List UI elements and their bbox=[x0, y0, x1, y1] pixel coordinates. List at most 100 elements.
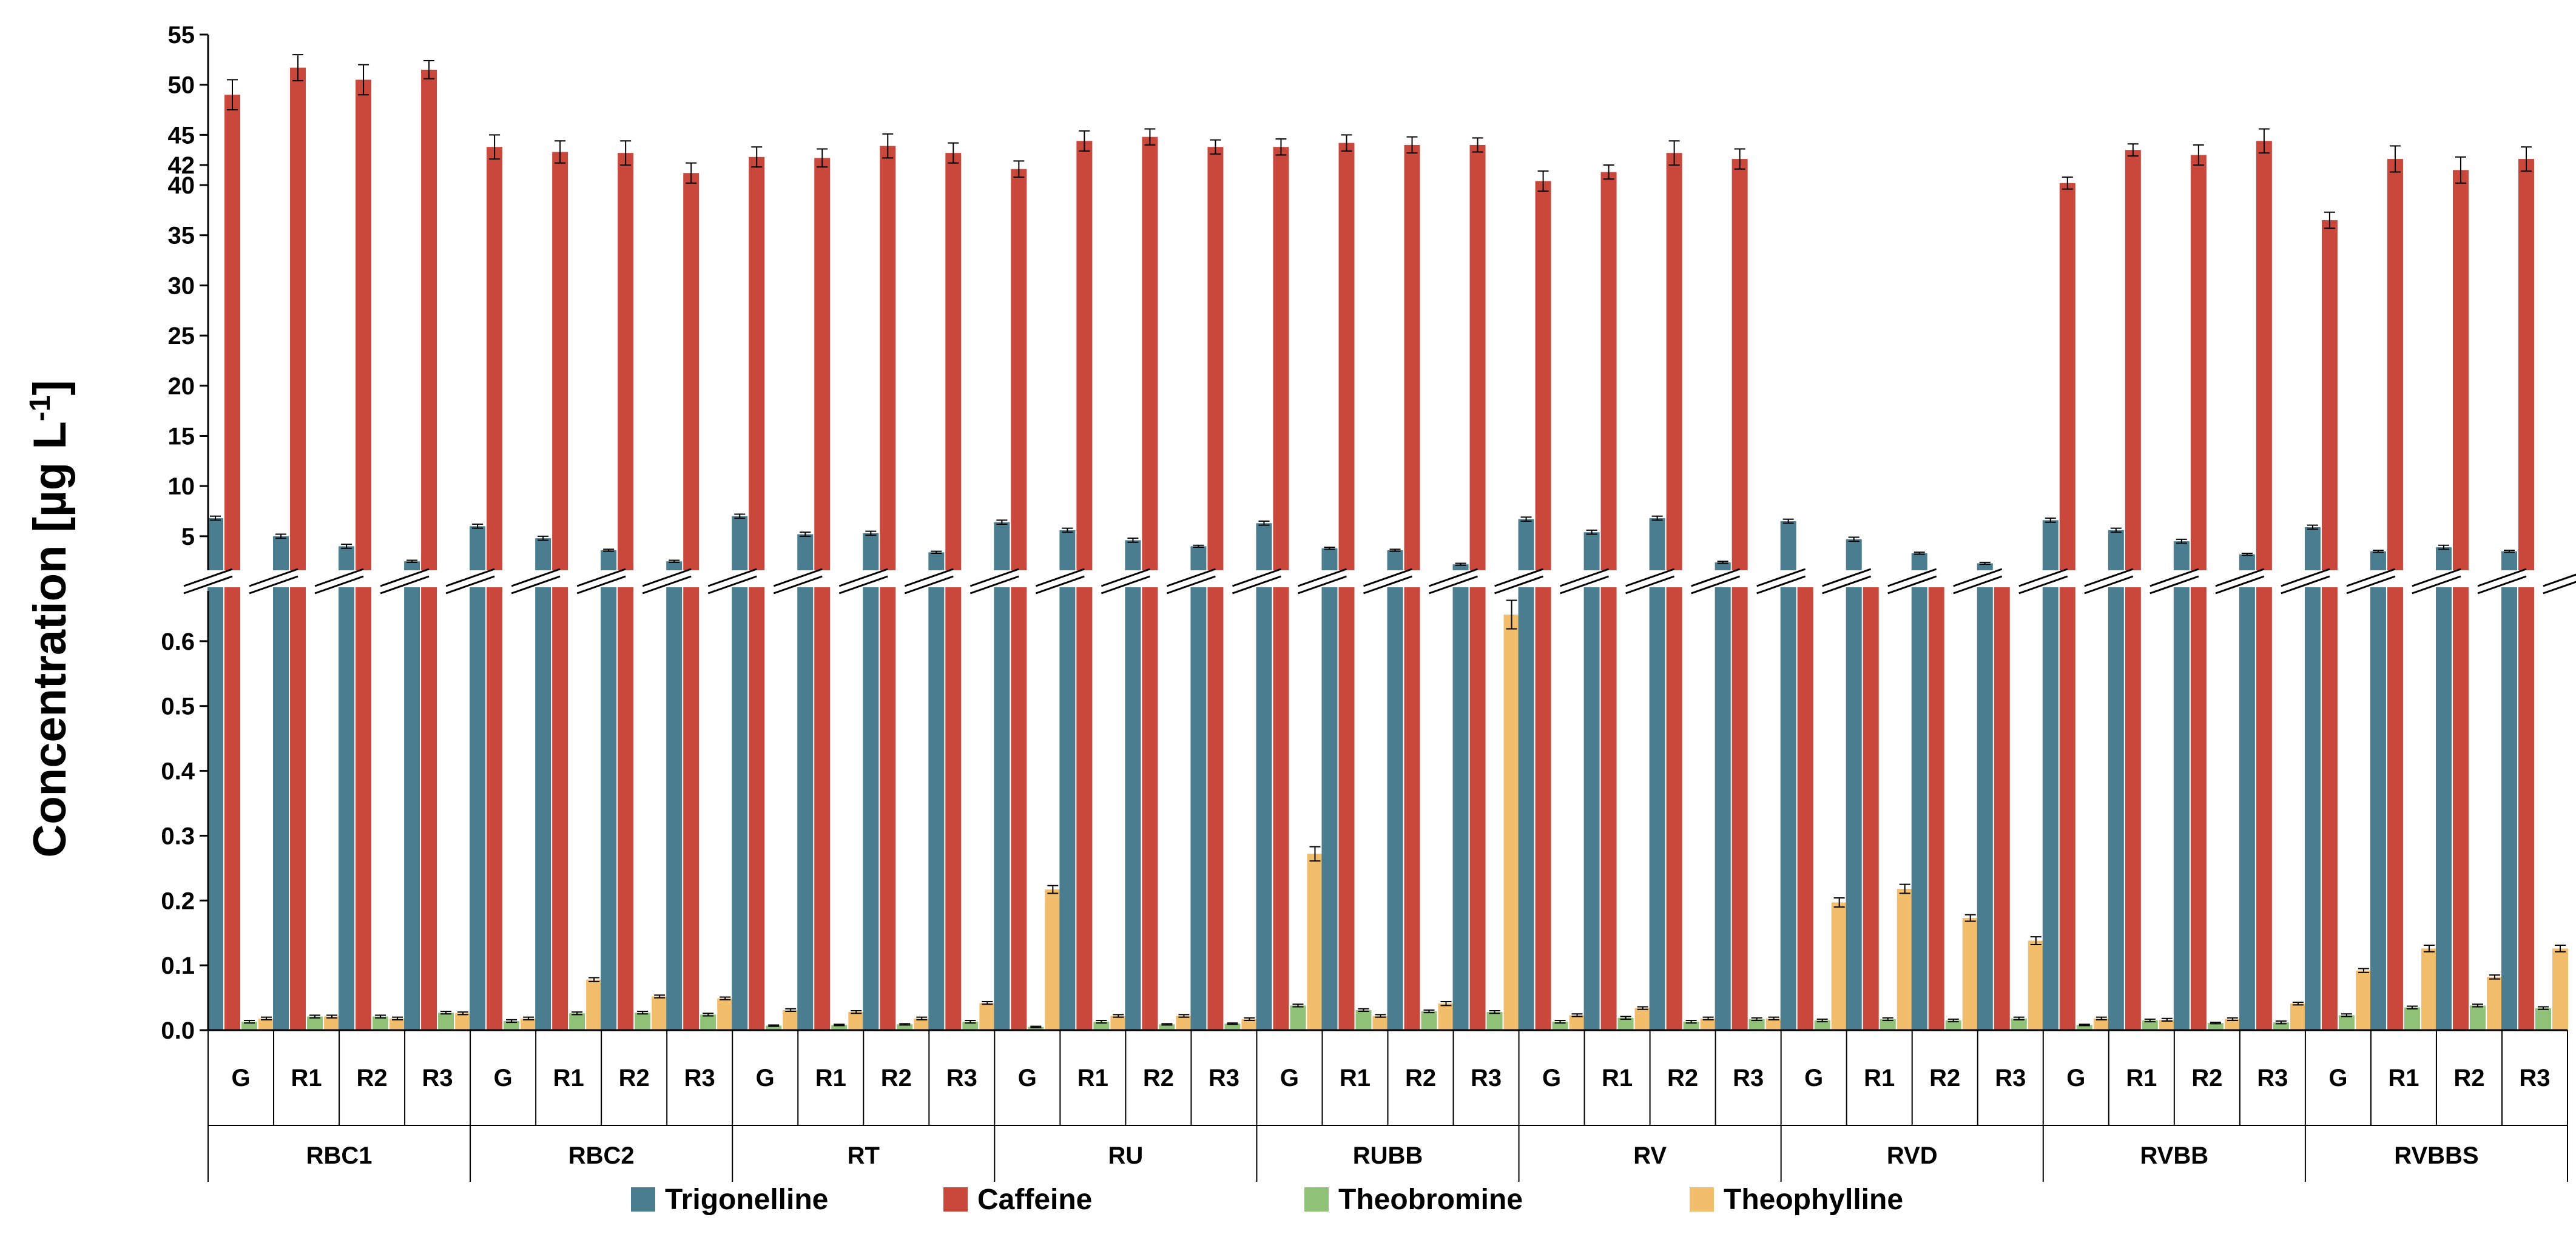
bar-trigonelline-ru-g-upper bbox=[994, 522, 1010, 576]
axis-break-mark bbox=[1297, 568, 1347, 587]
axis-break-mark bbox=[642, 575, 692, 595]
axis-break-mark bbox=[642, 568, 692, 587]
legend-label-theobromine: Theobromine bbox=[1338, 1184, 1523, 1216]
bar-theophylline-rt-g bbox=[783, 1010, 799, 1030]
bar-caffeine-rbc2-r2-upper bbox=[618, 153, 634, 577]
bar-caffeine-rbc2-r3-lower bbox=[683, 587, 700, 1030]
bar-trigonelline-ru-r1-lower bbox=[1059, 587, 1076, 1030]
bar-trigonelline-rvbbs-g-lower bbox=[2304, 587, 2321, 1030]
axis-break-mark bbox=[576, 575, 626, 595]
axis-break-mark bbox=[1822, 568, 1872, 587]
bar-caffeine-rubb-g-upper bbox=[1273, 147, 1289, 576]
category-label-rbc2-r3: R3 bbox=[684, 1065, 715, 1091]
bar-trigonelline-rt-r1-lower bbox=[797, 587, 814, 1030]
bar-caffeine-rvbbs-g-lower bbox=[2321, 587, 2338, 1030]
bar-theophylline-rbc2-g bbox=[521, 1018, 537, 1030]
axis-break-mark bbox=[2346, 575, 2396, 595]
axis-break-mark bbox=[1560, 575, 1610, 595]
category-label-rvbbs-r3: R3 bbox=[2519, 1065, 2550, 1091]
bar-theophylline-rt-r3 bbox=[979, 1003, 996, 1030]
y-axis-title-superscript: -1 bbox=[24, 396, 56, 422]
bar-trigonelline-rvbb-r2-lower bbox=[2173, 587, 2190, 1030]
bar-theophylline-ru-r2 bbox=[1176, 1016, 1192, 1030]
axis-break-mark bbox=[1166, 575, 1216, 595]
bar-trigonelline-rubb-r2-lower bbox=[1387, 587, 1403, 1030]
bar-caffeine-rvbbs-r2-upper bbox=[2452, 170, 2469, 576]
bar-theobromine-rvbb-g bbox=[2076, 1025, 2092, 1030]
bar-theophylline-rbc1-r1 bbox=[324, 1016, 340, 1030]
bar-caffeine-rvd-g-lower bbox=[1797, 587, 1813, 1030]
bar-trigonelline-rv-g-upper bbox=[1518, 519, 1534, 576]
bar-theophylline-rvbb-r1 bbox=[2159, 1019, 2175, 1030]
y-tick-label-upper: 35 bbox=[168, 223, 195, 249]
bar-theophylline-rvbbs-r2 bbox=[2486, 977, 2503, 1030]
category-label-rvbb-r1: R1 bbox=[2126, 1065, 2157, 1091]
bar-trigonelline-rvbb-g-lower bbox=[2042, 587, 2058, 1030]
bar-caffeine-rvbb-g-lower bbox=[2059, 587, 2075, 1030]
bar-caffeine-rubb-r2-upper bbox=[1404, 144, 1420, 576]
group-label-rbc1: RBC1 bbox=[306, 1142, 373, 1169]
bar-caffeine-rubb-r1-lower bbox=[1338, 587, 1355, 1030]
axis-break-mark bbox=[1363, 575, 1412, 595]
bar-caffeine-rvbbs-r3-lower bbox=[2518, 587, 2534, 1030]
bar-theobromine-rbc1-r2 bbox=[373, 1016, 389, 1030]
category-label-rv-r2: R2 bbox=[1667, 1065, 1698, 1091]
bar-theobromine-rubb-r3 bbox=[1486, 1012, 1503, 1030]
bar-trigonelline-rubb-r3-lower bbox=[1452, 587, 1469, 1030]
group-label-rv: RV bbox=[1633, 1142, 1667, 1169]
axis-break-mark bbox=[183, 575, 233, 595]
axis-break-mark bbox=[1560, 568, 1610, 587]
category-label-rvd-r2: R2 bbox=[1929, 1065, 1960, 1091]
axis-break-mark bbox=[1625, 568, 1675, 587]
category-axis: G R1 R2 R3 RBC1 G R1 R2 R3 RBC2 G R1 R2 R3 RT G R1 R2 R3 RU… bbox=[207, 1029, 2568, 1182]
bar-trigonelline-rvbbs-r2-lower bbox=[2435, 587, 2452, 1030]
bar-trigonelline-rt-g-upper bbox=[732, 516, 748, 576]
bar-caffeine-rvbbs-r1-upper bbox=[2387, 159, 2403, 576]
bar-theophylline-rubb-r1 bbox=[1372, 1016, 1389, 1030]
y-tick-label-upper: 55 bbox=[168, 22, 195, 49]
y-tick-label-upper: 50 bbox=[168, 72, 195, 99]
bar-trigonelline-rv-g-lower bbox=[1518, 587, 1534, 1030]
axis-break-mark bbox=[1297, 575, 1347, 595]
bar-caffeine-rbc2-r1-upper bbox=[552, 152, 568, 576]
bar-trigonelline-rvd-g-lower bbox=[1780, 587, 1796, 1030]
bar-caffeine-rt-g-upper bbox=[749, 157, 765, 577]
y-tick-label-upper: 45 bbox=[168, 122, 195, 149]
bar-theophylline-rv-r2 bbox=[1700, 1018, 1716, 1030]
bar-caffeine-rvbb-r3-upper bbox=[2256, 141, 2272, 576]
bar-caffeine-rt-r2-lower bbox=[880, 587, 896, 1030]
bar-theobromine-rbc2-g bbox=[504, 1021, 520, 1030]
bar-caffeine-rt-r1-lower bbox=[814, 587, 831, 1030]
bar-trigonelline-rbc2-r2-lower bbox=[601, 587, 617, 1030]
axis-break-mark bbox=[1691, 575, 1741, 595]
bar-theophylline-rt-r2 bbox=[914, 1018, 930, 1030]
y-tick-label-upper: 25 bbox=[168, 323, 195, 349]
bar-trigonelline-rvd-g-upper bbox=[1780, 521, 1796, 576]
bar-trigonelline-rvd-r1-lower bbox=[1846, 587, 1862, 1030]
bar-trigonelline-rubb-g-upper bbox=[1256, 523, 1272, 576]
axis-break-mark bbox=[314, 575, 364, 595]
axis-break-mark bbox=[249, 568, 298, 587]
bar-caffeine-ru-r3-lower bbox=[1207, 587, 1224, 1030]
bar-caffeine-rt-g-lower bbox=[749, 587, 765, 1030]
y-tick-label-lower: 0.0 bbox=[161, 1017, 195, 1044]
bar-trigonelline-rvbbs-r3-lower bbox=[2501, 587, 2517, 1030]
bar-theobromine-rubb-g bbox=[1290, 1005, 1306, 1030]
bar-theobromine-rvd-g bbox=[1814, 1020, 1830, 1030]
bar-theobromine-rvbbs-r1 bbox=[2404, 1007, 2420, 1030]
bar-caffeine-ru-r1-lower bbox=[1076, 587, 1093, 1030]
bar-trigonelline-rbc1-g-lower bbox=[207, 587, 224, 1030]
bar-caffeine-rbc1-r3-upper bbox=[421, 69, 437, 576]
bar-theophylline-ru-r3 bbox=[1241, 1019, 1258, 1030]
category-label-rbc1-r1: R1 bbox=[291, 1065, 322, 1091]
bar-trigonelline-rv-r3-lower bbox=[1715, 587, 1731, 1030]
axis-break-mark bbox=[1953, 568, 2003, 587]
bar-theobromine-rvbbs-r2 bbox=[2469, 1005, 2486, 1030]
bar-trigonelline-rt-r1-upper bbox=[797, 534, 814, 576]
axis-break-mark bbox=[2543, 573, 2576, 587]
bar-caffeine-rt-r3-upper bbox=[945, 153, 962, 577]
bar-caffeine-rbc1-r2-upper bbox=[356, 79, 372, 576]
bar-caffeine-rubb-r3-upper bbox=[1469, 144, 1486, 576]
legend-swatch-caffeine bbox=[943, 1187, 968, 1212]
